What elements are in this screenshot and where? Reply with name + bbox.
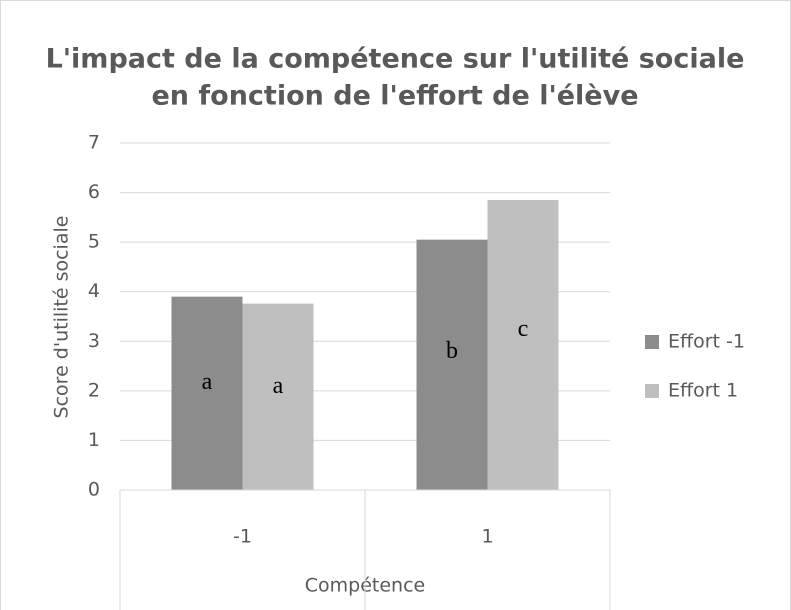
bar [171, 296, 243, 490]
y-tick-label: 3 [88, 330, 100, 352]
bar [242, 303, 314, 490]
y-tick-label: 2 [88, 379, 100, 401]
bar-annotation: a [202, 369, 213, 395]
y-axis-title: Score d'utilité sociale [51, 216, 73, 419]
y-tick-label: 4 [88, 280, 100, 302]
bar-annotation: c [518, 316, 529, 342]
y-tick-label: 1 [88, 429, 100, 451]
legend-swatch [645, 384, 659, 398]
chart-title: en fonction de l'effort de l'élève [151, 81, 638, 112]
bar-annotation: b [446, 338, 458, 364]
y-tick-label: 7 [88, 132, 100, 154]
x-tick-label: 1 [481, 526, 493, 548]
x-tick-label: -1 [233, 526, 252, 548]
chart-title: L'impact de la compétence sur l'utilité … [46, 44, 745, 75]
y-tick-label: 5 [88, 231, 100, 253]
legend-label: Effort 1 [668, 380, 738, 402]
bar [416, 239, 488, 490]
bar [487, 200, 559, 490]
legend-label: Effort -1 [668, 331, 745, 353]
legend-swatch [645, 335, 659, 349]
y-tick-label: 6 [88, 181, 100, 203]
bar-annotation: a [273, 373, 284, 399]
y-tick-label: 0 [88, 479, 100, 501]
